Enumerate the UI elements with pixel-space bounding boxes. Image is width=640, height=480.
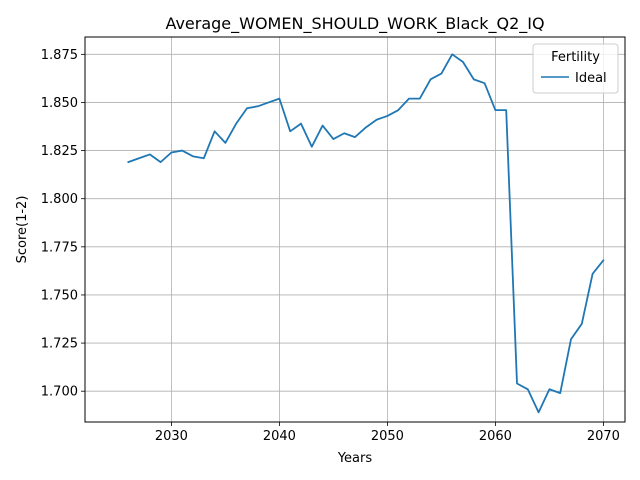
- plot-frame: [84, 36, 626, 423]
- y-tick-label: 1.875: [41, 48, 78, 63]
- y-tick-label: 1.800: [41, 192, 78, 207]
- x-axis: 2030 2040 2050 2060 2070: [155, 422, 620, 444]
- x-tick-label: 2060: [479, 429, 512, 444]
- y-axis: 1.700 1.725 1.750 1.775 1.800 1.825 1.850 1.875: [41, 48, 85, 400]
- y-tick-label: 1.725: [41, 337, 78, 352]
- x-tick-label: 2050: [371, 429, 404, 444]
- y-tick-label: 1.850: [41, 96, 78, 111]
- y-tick-label: 1.825: [41, 144, 78, 159]
- y-tick-label: 1.750: [41, 288, 78, 303]
- series-layer: [127, 53, 605, 414]
- legend-box: [532, 43, 619, 94]
- x-tick-label: 2070: [587, 429, 620, 444]
- series-line-ideal: [127, 53, 605, 414]
- y-tick-label: 1.775: [41, 240, 78, 255]
- y-axis-label: Score(1-2): [15, 196, 30, 264]
- x-axis-label: Years: [337, 451, 373, 466]
- legend-title: Fertility: [551, 50, 600, 65]
- legend-entry-ideal: Ideal: [575, 71, 607, 86]
- x-tick-label: 2040: [263, 429, 296, 444]
- x-tick-label: 2030: [155, 429, 188, 444]
- legend: Fertility Ideal: [532, 43, 619, 94]
- grid: [85, 37, 625, 422]
- chart-title: Average_WOMEN_SHOULD_WORK_Black_Q2_IQ: [165, 14, 544, 34]
- y-tick-label: 1.700: [41, 385, 78, 400]
